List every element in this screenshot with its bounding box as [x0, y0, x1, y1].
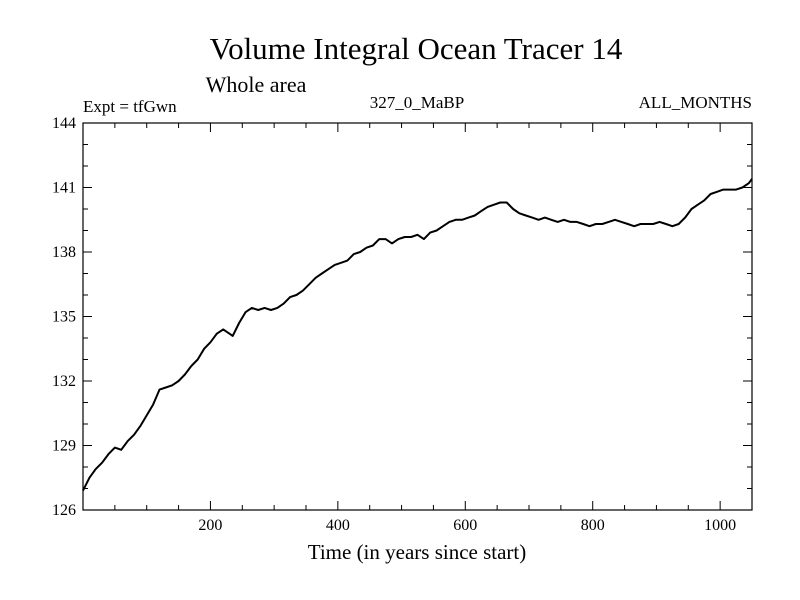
- y-tick-label: 138: [52, 244, 76, 261]
- months-label: ALL_MONTHS: [639, 93, 752, 112]
- x-tick-label: 400: [326, 517, 350, 534]
- y-tick-label: 135: [52, 309, 76, 326]
- chart-subtitle: Whole area: [206, 72, 307, 97]
- axes: 200 400 600 800 1000 126 129 132 135 138 141 144: [52, 115, 752, 534]
- y-tick-label: 141: [52, 180, 76, 197]
- chart-title: Volume Integral Ocean Tracer 14: [210, 31, 623, 66]
- y-tick-label: 132: [52, 373, 76, 390]
- experiment-label: Expt = tfGwn: [83, 97, 177, 116]
- period-label: 327_0_MaBP: [370, 93, 464, 112]
- series-layer: [82, 178, 753, 492]
- x-axis-label: Time (in years since start): [308, 540, 527, 564]
- y-tick-label: 129: [52, 438, 76, 455]
- x-tick-label: 1000: [704, 517, 736, 534]
- x-tick-label: 200: [198, 517, 222, 534]
- x-tick-label: 800: [581, 517, 605, 534]
- y-tick-label: 126: [52, 502, 76, 519]
- x-tick-label: 600: [453, 517, 477, 534]
- plot-frame: [82, 122, 753, 511]
- y-tick-label: 144: [52, 115, 76, 132]
- series-line: [82, 178, 753, 492]
